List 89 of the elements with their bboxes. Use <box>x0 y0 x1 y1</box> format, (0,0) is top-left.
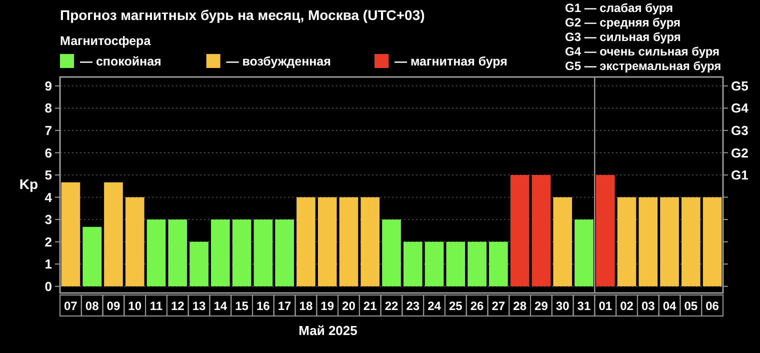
bar <box>682 197 700 286</box>
x-tick-label: 12 <box>170 299 185 313</box>
x-tick-label: 23 <box>406 299 420 313</box>
x-tick-label: 25 <box>448 299 463 313</box>
x-tick-label: 01 <box>598 299 612 313</box>
x-tick-label: 13 <box>192 299 206 313</box>
x-tick-label: 21 <box>363 299 378 313</box>
text: G3 — сильная буря <box>565 30 681 44</box>
x-tick-label: 08 <box>85 299 100 313</box>
x-tick-label: 07 <box>64 299 78 313</box>
bar <box>446 242 466 286</box>
bar <box>275 220 294 286</box>
text: G5 <box>731 78 748 94</box>
bar <box>532 174 551 286</box>
text: G3 <box>731 122 748 138</box>
bar <box>125 197 144 286</box>
bar <box>596 174 615 286</box>
x-tick-label: 06 <box>706 299 720 313</box>
y-tick-label: 1 <box>44 256 52 272</box>
text: G4 — очень сильная буря <box>565 44 720 58</box>
bar <box>82 226 102 286</box>
bar <box>574 220 594 286</box>
x-tick-label: 29 <box>534 299 548 313</box>
x-tick-label: 05 <box>684 299 698 313</box>
y-tick-label: 0 <box>44 278 52 294</box>
text: G5 — экстремальная буря <box>565 59 722 73</box>
bar <box>468 242 486 286</box>
bar <box>382 220 401 286</box>
legend-title: Магнитосфера <box>60 34 152 48</box>
x-tick-label: 04 <box>662 299 677 313</box>
bar <box>489 242 508 286</box>
x-tick-label: 09 <box>106 299 120 313</box>
bar <box>510 174 530 286</box>
bar <box>190 242 208 286</box>
bar <box>617 197 636 286</box>
bar <box>424 242 444 286</box>
x-tick-label: 31 <box>577 299 591 313</box>
bar <box>553 197 572 286</box>
bar <box>360 197 380 286</box>
x-tick-label: 10 <box>128 299 142 313</box>
x-tick-label: 24 <box>428 299 442 313</box>
x-tick-label: 20 <box>342 299 356 313</box>
bar <box>318 197 337 286</box>
x-tick-label: 14 <box>214 299 228 313</box>
x-tick-label: 16 <box>256 299 270 313</box>
y-tick-label: 7 <box>44 122 52 138</box>
bar <box>339 197 358 286</box>
x-tick-label: 22 <box>384 299 398 313</box>
x-tick-label: 18 <box>299 299 313 313</box>
x-tick-label: 26 <box>470 299 484 313</box>
bar <box>104 182 123 286</box>
legend-label: — спокойная <box>80 54 162 68</box>
text: G2 — средняя буря <box>565 16 680 30</box>
bar <box>168 220 188 286</box>
x-tick-label: 17 <box>278 299 292 313</box>
chart-title: Прогноз магнитных бурь на месяц, Москва (UTC+03) <box>60 7 425 23</box>
bar <box>702 197 722 286</box>
bar <box>61 182 80 286</box>
x-tick-label: 11 <box>150 299 163 313</box>
bar <box>638 197 658 286</box>
y-tick-label: 4 <box>44 190 53 205</box>
x-tick-label: 27 <box>492 299 506 313</box>
text: G1 — слабая буря <box>565 1 674 15</box>
x-tick-label: 30 <box>556 299 570 313</box>
bar <box>403 242 422 286</box>
y-tick-label: 8 <box>44 100 52 116</box>
y-tick-label: 9 <box>44 78 52 94</box>
y-axis-title: Kp <box>19 176 38 192</box>
bar <box>660 197 679 286</box>
bar <box>232 220 252 286</box>
bar <box>146 220 166 286</box>
y-tick-label: 3 <box>44 212 52 228</box>
x-tick-label: 03 <box>641 299 656 313</box>
legend-label: — возбужденная <box>226 54 331 68</box>
text: G4 <box>731 100 750 116</box>
bar <box>254 220 273 286</box>
y-tick-label: 6 <box>44 145 52 160</box>
y-tick-label: 5 <box>44 168 52 183</box>
y-tick-label: 2 <box>44 234 52 250</box>
x-tick-label: 19 <box>320 299 334 313</box>
bar <box>296 197 316 286</box>
text: G1 <box>731 168 748 183</box>
text: G2 <box>731 145 748 160</box>
bar <box>210 220 230 286</box>
x-tick-label: 15 <box>235 299 249 313</box>
legend-label: — магнитная буря <box>394 54 508 68</box>
x-tick-label: 02 <box>620 299 634 313</box>
x-tick-label: 28 <box>513 299 527 313</box>
x-axis-title: Май 2025 <box>298 323 358 338</box>
